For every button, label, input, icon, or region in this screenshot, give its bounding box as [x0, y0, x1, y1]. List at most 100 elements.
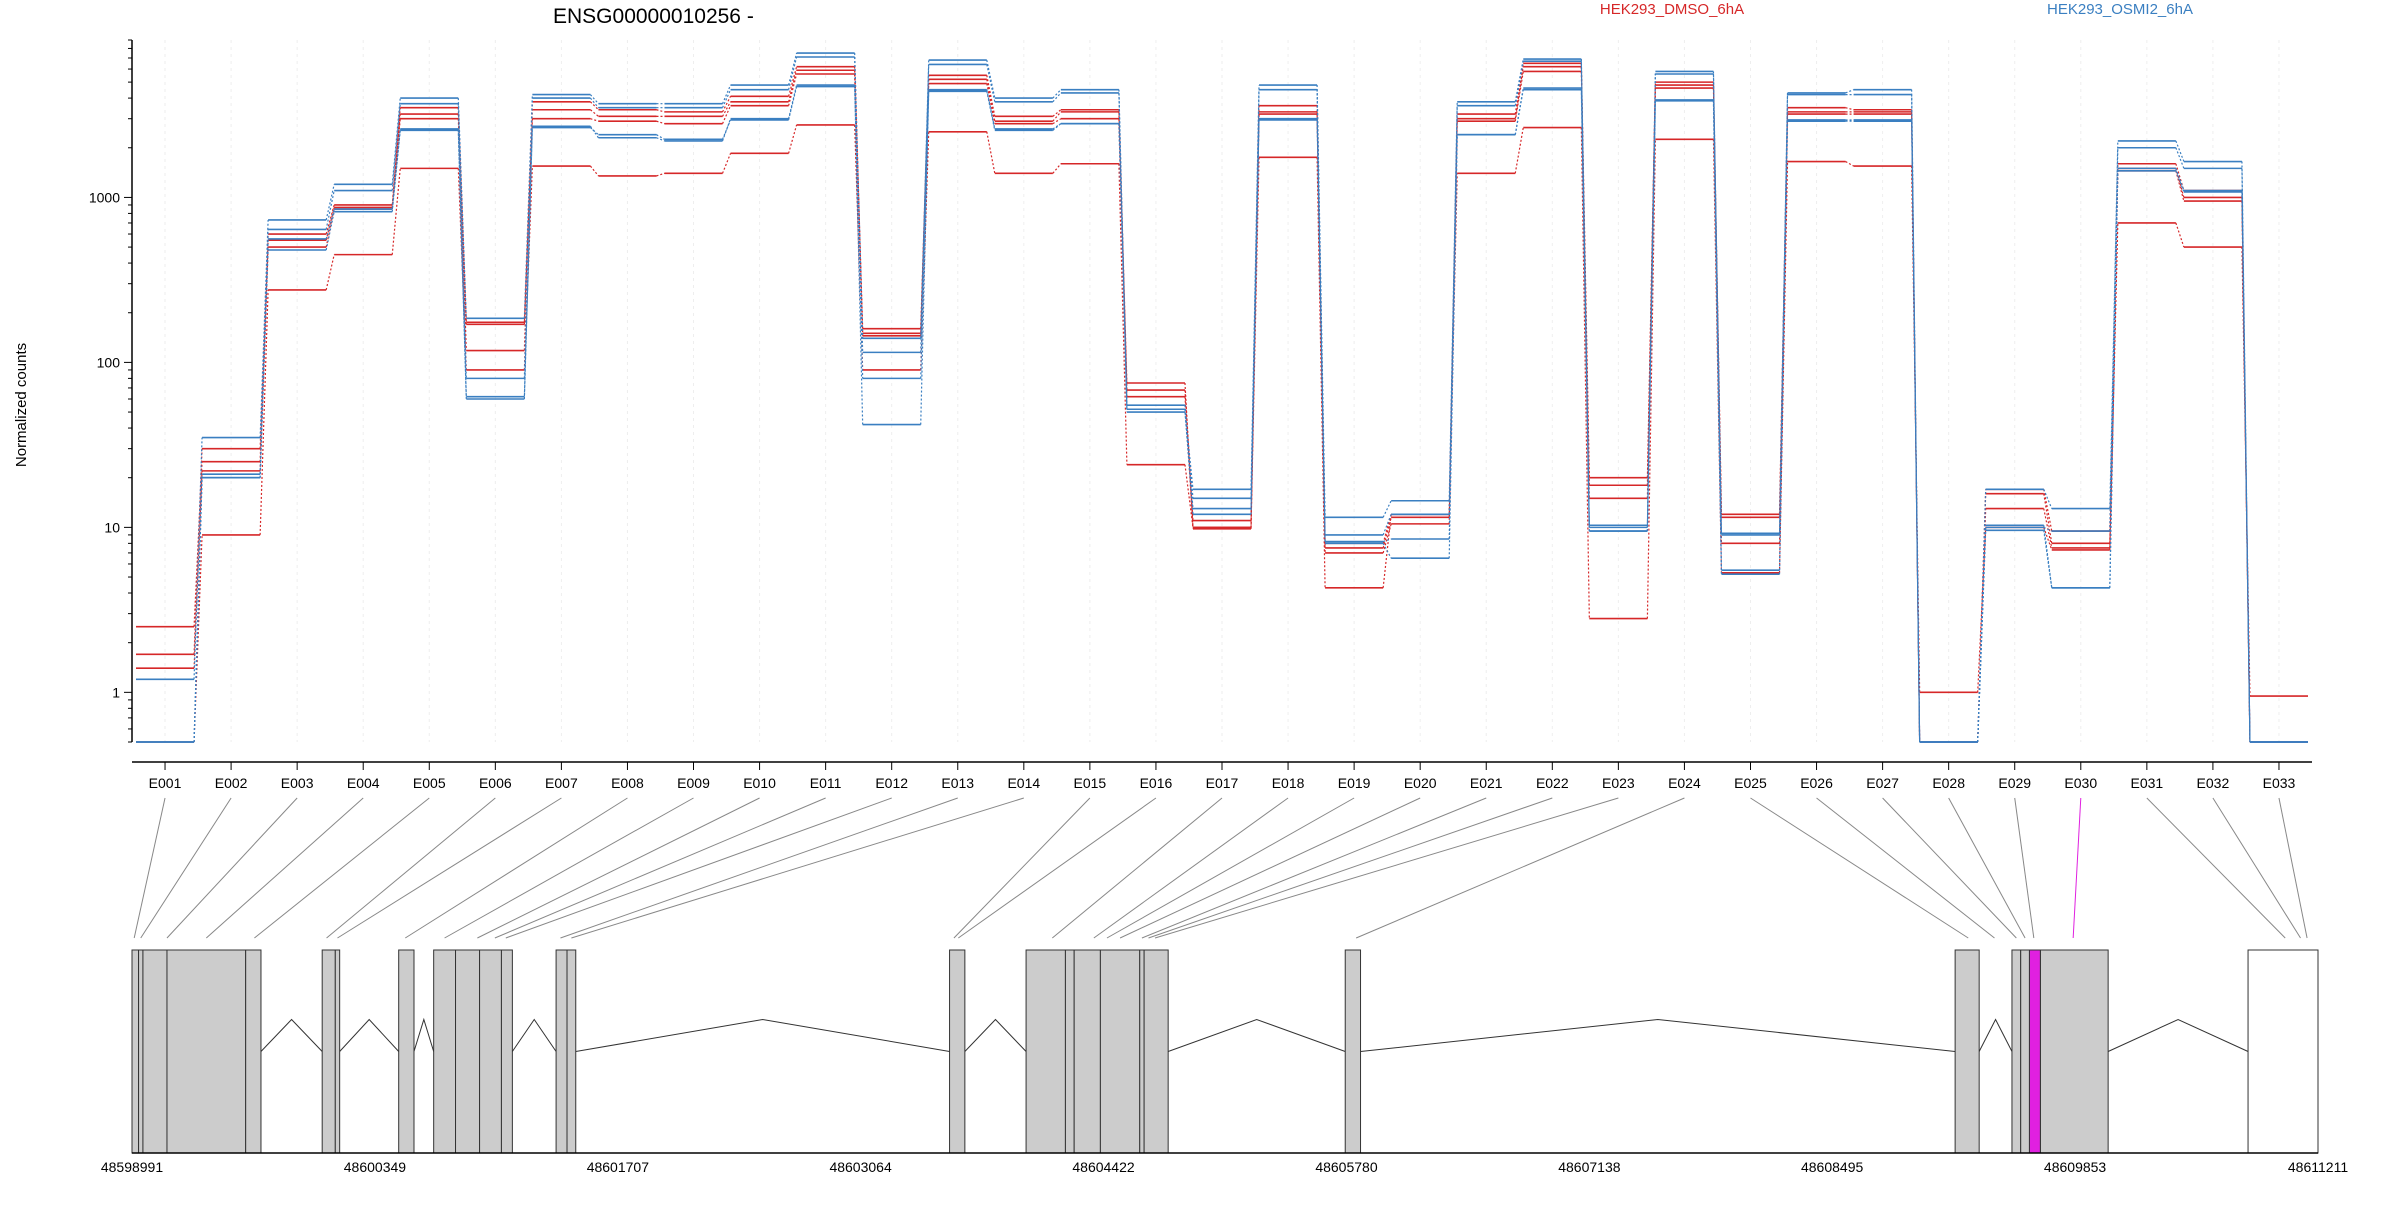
data-connector: [589, 165, 599, 177]
x-tick-label: E003: [281, 775, 314, 791]
data-connector: [788, 84, 798, 119]
data-connector: [788, 124, 798, 154]
data-connector: [1052, 123, 1062, 131]
genomic-coordinate-label: 48611211: [2288, 1159, 2348, 1175]
exon-connector: [1355, 797, 1685, 939]
x-tick-label: E001: [149, 775, 182, 791]
y-tick-label: 1: [112, 684, 120, 700]
exon-connector: [958, 797, 1157, 939]
y-tick-label: 10: [104, 519, 120, 535]
exon-connector: [1051, 797, 1223, 939]
data-connector: [523, 126, 533, 400]
data-connector: [590, 101, 599, 111]
exon-box: [1073, 949, 1101, 1154]
genomic-coordinate-label: 48608495: [1801, 1159, 1864, 1175]
data-connector: [986, 91, 996, 131]
x-tick-label: E025: [1734, 775, 1767, 791]
data-connector: [391, 103, 401, 191]
exon-connector: [2212, 797, 2301, 939]
exon-connector: [1750, 797, 1969, 939]
data-connector: [590, 109, 599, 117]
genomic-coordinate-label: 48609853: [2044, 1159, 2107, 1175]
data-connector: [259, 289, 269, 535]
x-tick-label: E018: [1272, 775, 1305, 791]
exon-connector: [477, 797, 760, 939]
data-connector: [2175, 222, 2185, 248]
exon-box: [1139, 949, 1145, 1154]
exon-box: [131, 949, 140, 1154]
data-connector: [986, 75, 996, 117]
intron: [413, 1017, 435, 1052]
data-connector: [2043, 530, 2053, 588]
data-connector: [2043, 526, 2053, 532]
x-tick-label: E012: [875, 775, 908, 791]
legend-entry-dmso: HEK293_DMSO_6hA: [1600, 1, 1744, 18]
data-connector: [2175, 140, 2185, 162]
data-connector: [721, 105, 732, 124]
data-connector: [656, 109, 665, 113]
x-tick-label: E024: [1668, 775, 1701, 791]
exon-connector: [2278, 797, 2308, 939]
data-connector: [986, 131, 996, 174]
exon-connector: [2072, 797, 2082, 939]
exon-connector: [140, 797, 232, 939]
exon-connector: [494, 797, 826, 939]
data-connector: [1250, 118, 1260, 509]
data-connector: [986, 79, 996, 122]
data-connector: [1316, 118, 1326, 542]
intron: [339, 1018, 400, 1052]
x-tick-label: E006: [479, 775, 512, 791]
data-connector: [854, 85, 864, 379]
data-connector: [722, 101, 732, 117]
data-connector: [1448, 101, 1458, 501]
data-connector: [656, 134, 665, 140]
genomic-coordinate-label: 48607138: [1558, 1159, 1621, 1175]
exon-connector: [571, 797, 1024, 939]
exon-connector: [505, 797, 892, 939]
intron: [260, 1018, 323, 1052]
data-connector: [2109, 222, 2119, 550]
x-tick-label: E010: [743, 775, 776, 791]
data-connector: [325, 208, 335, 240]
data-connector: [788, 73, 798, 106]
data-connector: [1911, 121, 1921, 743]
data-connector: [1118, 163, 1128, 465]
data-connector: [1250, 119, 1260, 515]
exon-box: [479, 949, 502, 1154]
data-connector: [1118, 89, 1128, 410]
data-connector: [1052, 163, 1062, 174]
data-connector: [656, 172, 665, 177]
x-tick-label: E014: [1007, 775, 1040, 791]
data-connector: [1382, 538, 1392, 543]
exon-connector: [404, 797, 628, 939]
exon-box: [433, 949, 457, 1154]
data-connector: [259, 219, 269, 438]
series-1-replicate-3: [136, 85, 2308, 743]
data-connector: [1778, 121, 1789, 571]
exon-box: [1025, 949, 1066, 1154]
data-connector: [1184, 464, 1194, 528]
data-connector: [986, 59, 996, 99]
intron: [2107, 1018, 2249, 1052]
x-tick-label: E007: [545, 775, 578, 791]
data-connector: [656, 137, 665, 142]
data-connector: [854, 56, 864, 353]
data-connector: [325, 204, 335, 235]
x-tick-label: E032: [2197, 775, 2230, 791]
intron: [511, 1018, 557, 1052]
exon-connector: [1141, 797, 1487, 939]
exon-connector: [133, 797, 166, 939]
exon-box: [1099, 949, 1141, 1154]
data-connector: [1316, 157, 1326, 588]
data-connector: [523, 98, 533, 379]
data-connector: [1514, 127, 1524, 174]
data-connector: [457, 130, 467, 397]
data-connector: [2043, 493, 2053, 544]
intron: [1360, 1018, 1956, 1052]
data-connector: [457, 98, 467, 319]
x-tick-label: E004: [347, 775, 380, 791]
exon-box: [321, 949, 336, 1154]
x-tick-label: E008: [611, 775, 644, 791]
data-connector: [1845, 89, 1854, 94]
